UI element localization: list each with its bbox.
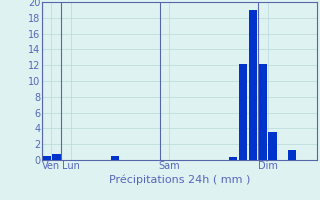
Bar <box>111 156 119 160</box>
Bar <box>229 157 237 160</box>
Bar <box>249 10 257 160</box>
X-axis label: Précipitations 24h ( mm ): Précipitations 24h ( mm ) <box>108 174 250 185</box>
Bar <box>268 132 277 160</box>
Bar <box>239 64 247 160</box>
Bar <box>42 156 51 160</box>
Bar <box>52 154 60 160</box>
Bar <box>259 64 267 160</box>
Bar <box>288 150 296 160</box>
